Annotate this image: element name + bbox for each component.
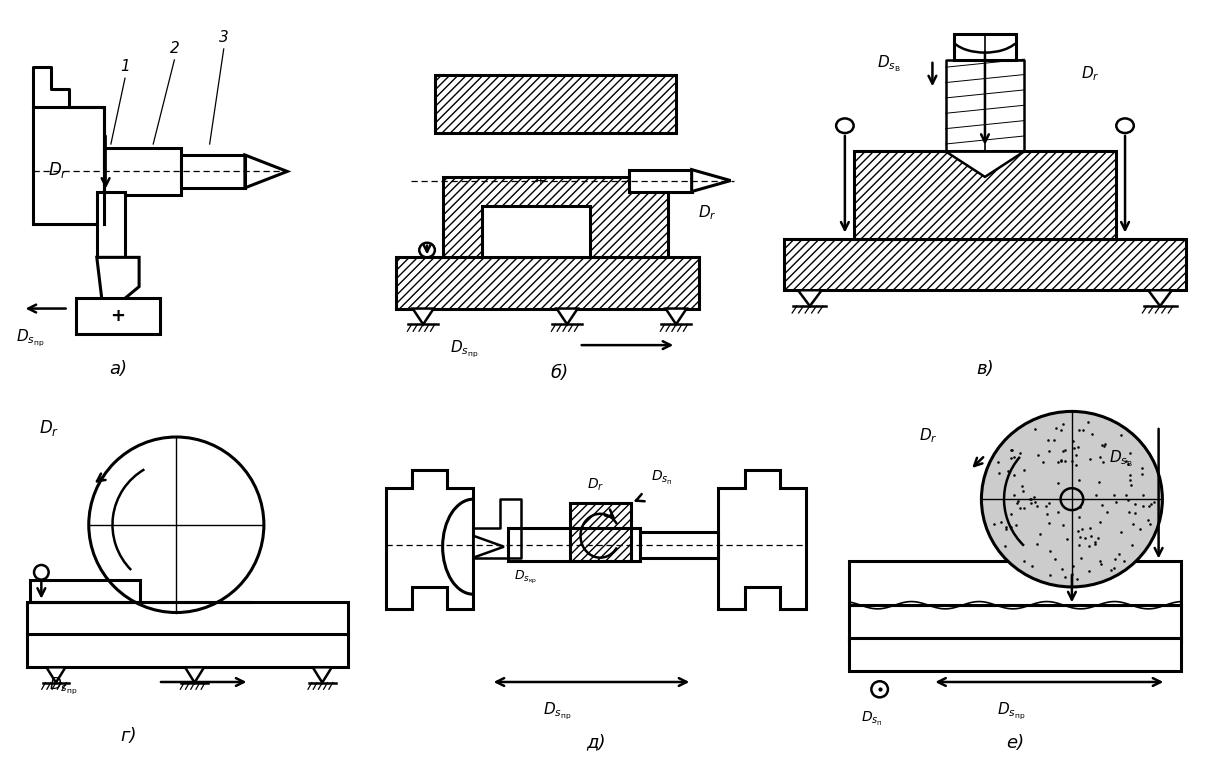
Bar <box>33 107 103 224</box>
Bar <box>75 298 161 335</box>
Polygon shape <box>557 309 578 324</box>
Text: $D_r$: $D_r$ <box>698 203 716 222</box>
Bar <box>97 191 125 258</box>
Bar <box>569 503 631 562</box>
Text: $D_{s_{\rm пр}}$: $D_{s_{\rm пр}}$ <box>49 676 77 697</box>
Bar <box>435 75 676 133</box>
Bar <box>630 170 692 191</box>
Bar <box>640 532 719 558</box>
Bar <box>30 580 140 601</box>
Text: г): г) <box>120 727 137 745</box>
Polygon shape <box>473 536 503 558</box>
Text: $D_r$: $D_r$ <box>587 476 604 492</box>
Text: 2: 2 <box>169 40 179 55</box>
Circle shape <box>981 412 1162 587</box>
Polygon shape <box>946 152 1024 177</box>
Text: а): а) <box>109 360 126 378</box>
Bar <box>27 635 348 668</box>
Polygon shape <box>719 470 806 609</box>
Polygon shape <box>244 155 287 187</box>
Text: $D_{s_{\rm п}}$: $D_{s_{\rm п}}$ <box>861 710 883 728</box>
Polygon shape <box>412 309 434 324</box>
Polygon shape <box>97 258 139 316</box>
Bar <box>181 155 244 187</box>
Bar <box>850 638 1181 671</box>
Text: $D_r$: $D_r$ <box>47 159 68 180</box>
Text: 1: 1 <box>120 59 130 74</box>
Text: $D_{s_{\rm B}}$: $D_{s_{\rm B}}$ <box>1109 449 1133 469</box>
Text: 3: 3 <box>219 30 229 44</box>
Text: $D_{s_{\rm пр}}$: $D_{s_{\rm пр}}$ <box>997 702 1025 723</box>
Text: $D_r$: $D_r$ <box>919 426 938 445</box>
Bar <box>443 177 669 258</box>
Text: $D_r$: $D_r$ <box>39 419 58 438</box>
Polygon shape <box>692 170 731 191</box>
Polygon shape <box>385 470 473 609</box>
Bar <box>27 601 348 638</box>
Polygon shape <box>313 668 332 682</box>
Bar <box>850 605 1181 642</box>
Polygon shape <box>1148 290 1172 306</box>
Text: б): б) <box>551 364 568 382</box>
Text: $D_r$: $D_r$ <box>1081 65 1099 83</box>
Polygon shape <box>665 309 687 324</box>
Text: $D_{s_{\rm пр}}$: $D_{s_{\rm пр}}$ <box>450 339 479 360</box>
Bar <box>482 206 591 258</box>
Polygon shape <box>185 668 204 682</box>
Text: в): в) <box>976 360 993 378</box>
Bar <box>396 258 699 309</box>
Bar <box>854 152 1116 239</box>
Text: $D_{s_{\rm пр}}$: $D_{s_{\rm пр}}$ <box>544 702 572 723</box>
Text: $D_{s_{\rm кр}}$: $D_{s_{\rm кр}}$ <box>514 569 537 586</box>
Text: е): е) <box>1007 734 1024 752</box>
Polygon shape <box>798 290 822 306</box>
Text: $D_{s_{\rm B}}$: $D_{s_{\rm B}}$ <box>877 53 901 74</box>
Polygon shape <box>46 668 66 682</box>
Bar <box>508 528 640 562</box>
Text: +: + <box>111 307 125 325</box>
Text: +: + <box>534 173 546 187</box>
Polygon shape <box>688 536 719 558</box>
Text: д): д) <box>586 734 606 752</box>
Bar <box>783 239 1187 290</box>
Bar <box>103 148 181 195</box>
Text: $D_{s_{\rm пр}}$: $D_{s_{\rm пр}}$ <box>16 328 44 349</box>
Bar <box>955 34 1015 60</box>
Text: $D_{s_{\rm п}}$: $D_{s_{\rm п}}$ <box>651 469 672 487</box>
Bar <box>850 562 1181 605</box>
